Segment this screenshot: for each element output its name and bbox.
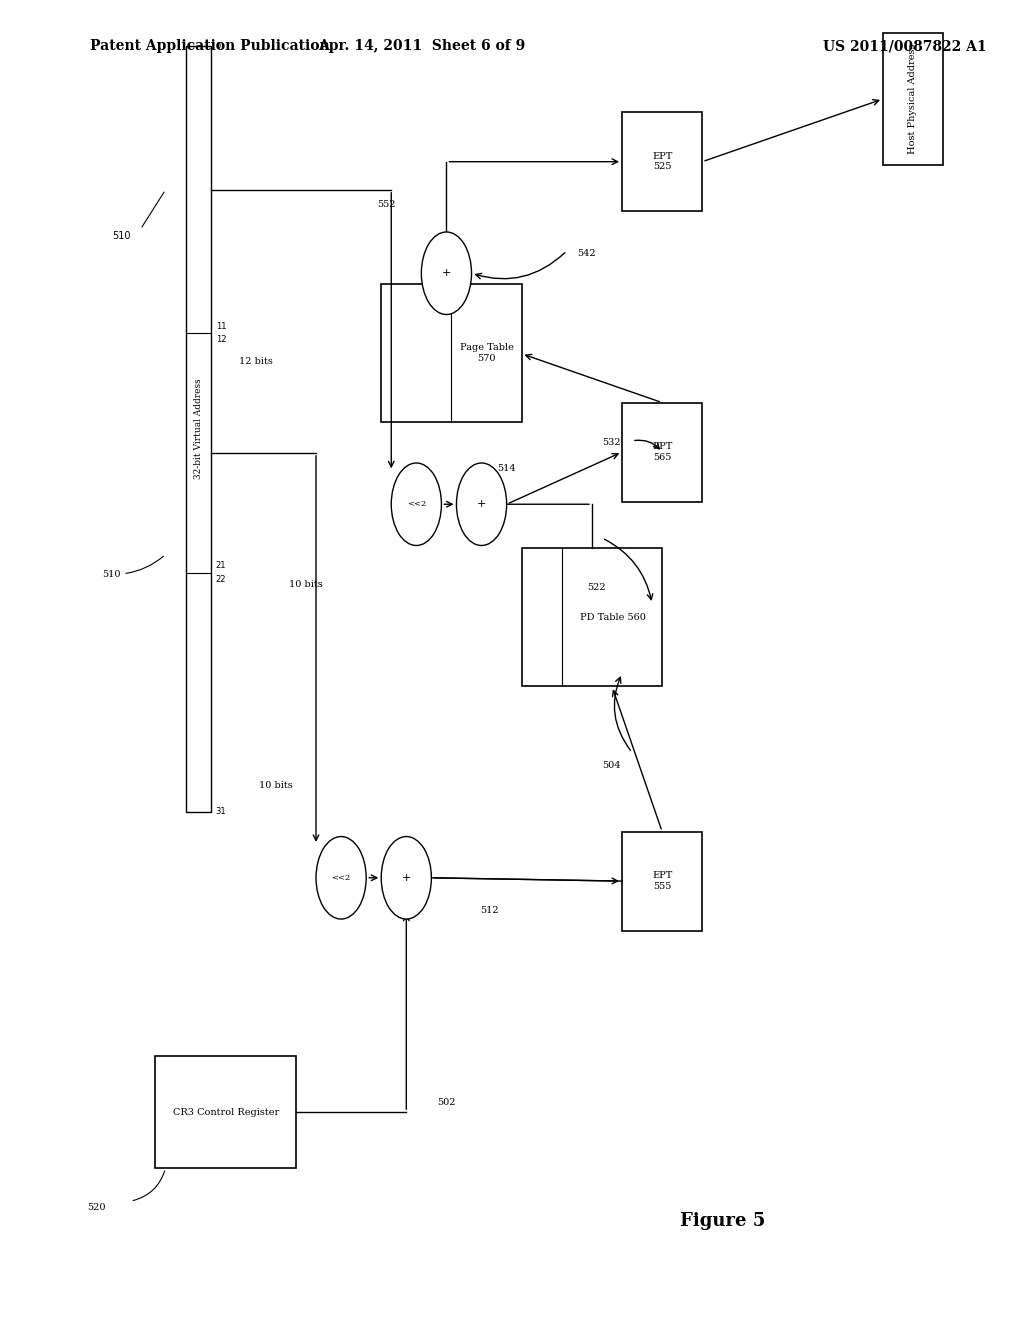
Text: 12 bits: 12 bits	[239, 358, 272, 366]
Text: 31: 31	[216, 808, 226, 816]
Text: +: +	[477, 499, 486, 510]
FancyBboxPatch shape	[381, 284, 521, 422]
Text: +: +	[441, 268, 452, 279]
Text: 542: 542	[577, 249, 596, 257]
FancyBboxPatch shape	[521, 548, 663, 686]
Text: 504: 504	[602, 762, 621, 770]
Text: EPT
525: EPT 525	[652, 152, 673, 172]
Text: PD Table 560: PD Table 560	[580, 612, 646, 622]
Text: 532: 532	[602, 438, 621, 446]
Text: 520: 520	[87, 1204, 105, 1212]
Text: 510: 510	[101, 556, 164, 578]
Text: Host Physical Address: Host Physical Address	[908, 44, 918, 154]
Text: 21: 21	[216, 561, 226, 570]
Text: EPT
555: EPT 555	[652, 871, 673, 891]
Text: Apr. 14, 2011  Sheet 6 of 9: Apr. 14, 2011 Sheet 6 of 9	[317, 40, 525, 53]
Text: 11: 11	[216, 322, 226, 331]
Text: US 2011/0087822 A1: US 2011/0087822 A1	[822, 40, 986, 53]
Text: 10 bits: 10 bits	[259, 781, 293, 789]
FancyBboxPatch shape	[622, 832, 702, 931]
Text: <<2: <<2	[332, 874, 351, 882]
Text: Figure 5: Figure 5	[680, 1212, 765, 1230]
Text: 502: 502	[437, 1098, 456, 1106]
FancyBboxPatch shape	[185, 46, 211, 812]
Text: 514: 514	[498, 465, 516, 473]
Ellipse shape	[316, 837, 367, 919]
Text: 552: 552	[377, 201, 395, 209]
Text: +: +	[401, 873, 411, 883]
Text: Patent Application Publication: Patent Application Publication	[90, 40, 330, 53]
Text: EPT
565: EPT 565	[652, 442, 673, 462]
FancyBboxPatch shape	[622, 403, 702, 502]
Text: 22: 22	[216, 574, 226, 583]
Text: CR3 Control Register: CR3 Control Register	[173, 1107, 279, 1117]
Ellipse shape	[457, 463, 507, 545]
Text: 12: 12	[216, 335, 226, 345]
FancyBboxPatch shape	[156, 1056, 296, 1168]
Text: 32-bit Virtual Address: 32-bit Virtual Address	[194, 379, 203, 479]
Text: 0: 0	[216, 42, 221, 50]
FancyBboxPatch shape	[622, 112, 702, 211]
Text: 522: 522	[587, 583, 605, 591]
Text: Page Table
570: Page Table 570	[460, 343, 513, 363]
Ellipse shape	[421, 232, 471, 314]
Ellipse shape	[391, 463, 441, 545]
Text: 510: 510	[112, 231, 130, 242]
Ellipse shape	[381, 837, 431, 919]
Text: 512: 512	[480, 907, 499, 915]
Text: 10 bits: 10 bits	[289, 581, 323, 589]
Text: <<2: <<2	[407, 500, 426, 508]
FancyBboxPatch shape	[883, 33, 943, 165]
